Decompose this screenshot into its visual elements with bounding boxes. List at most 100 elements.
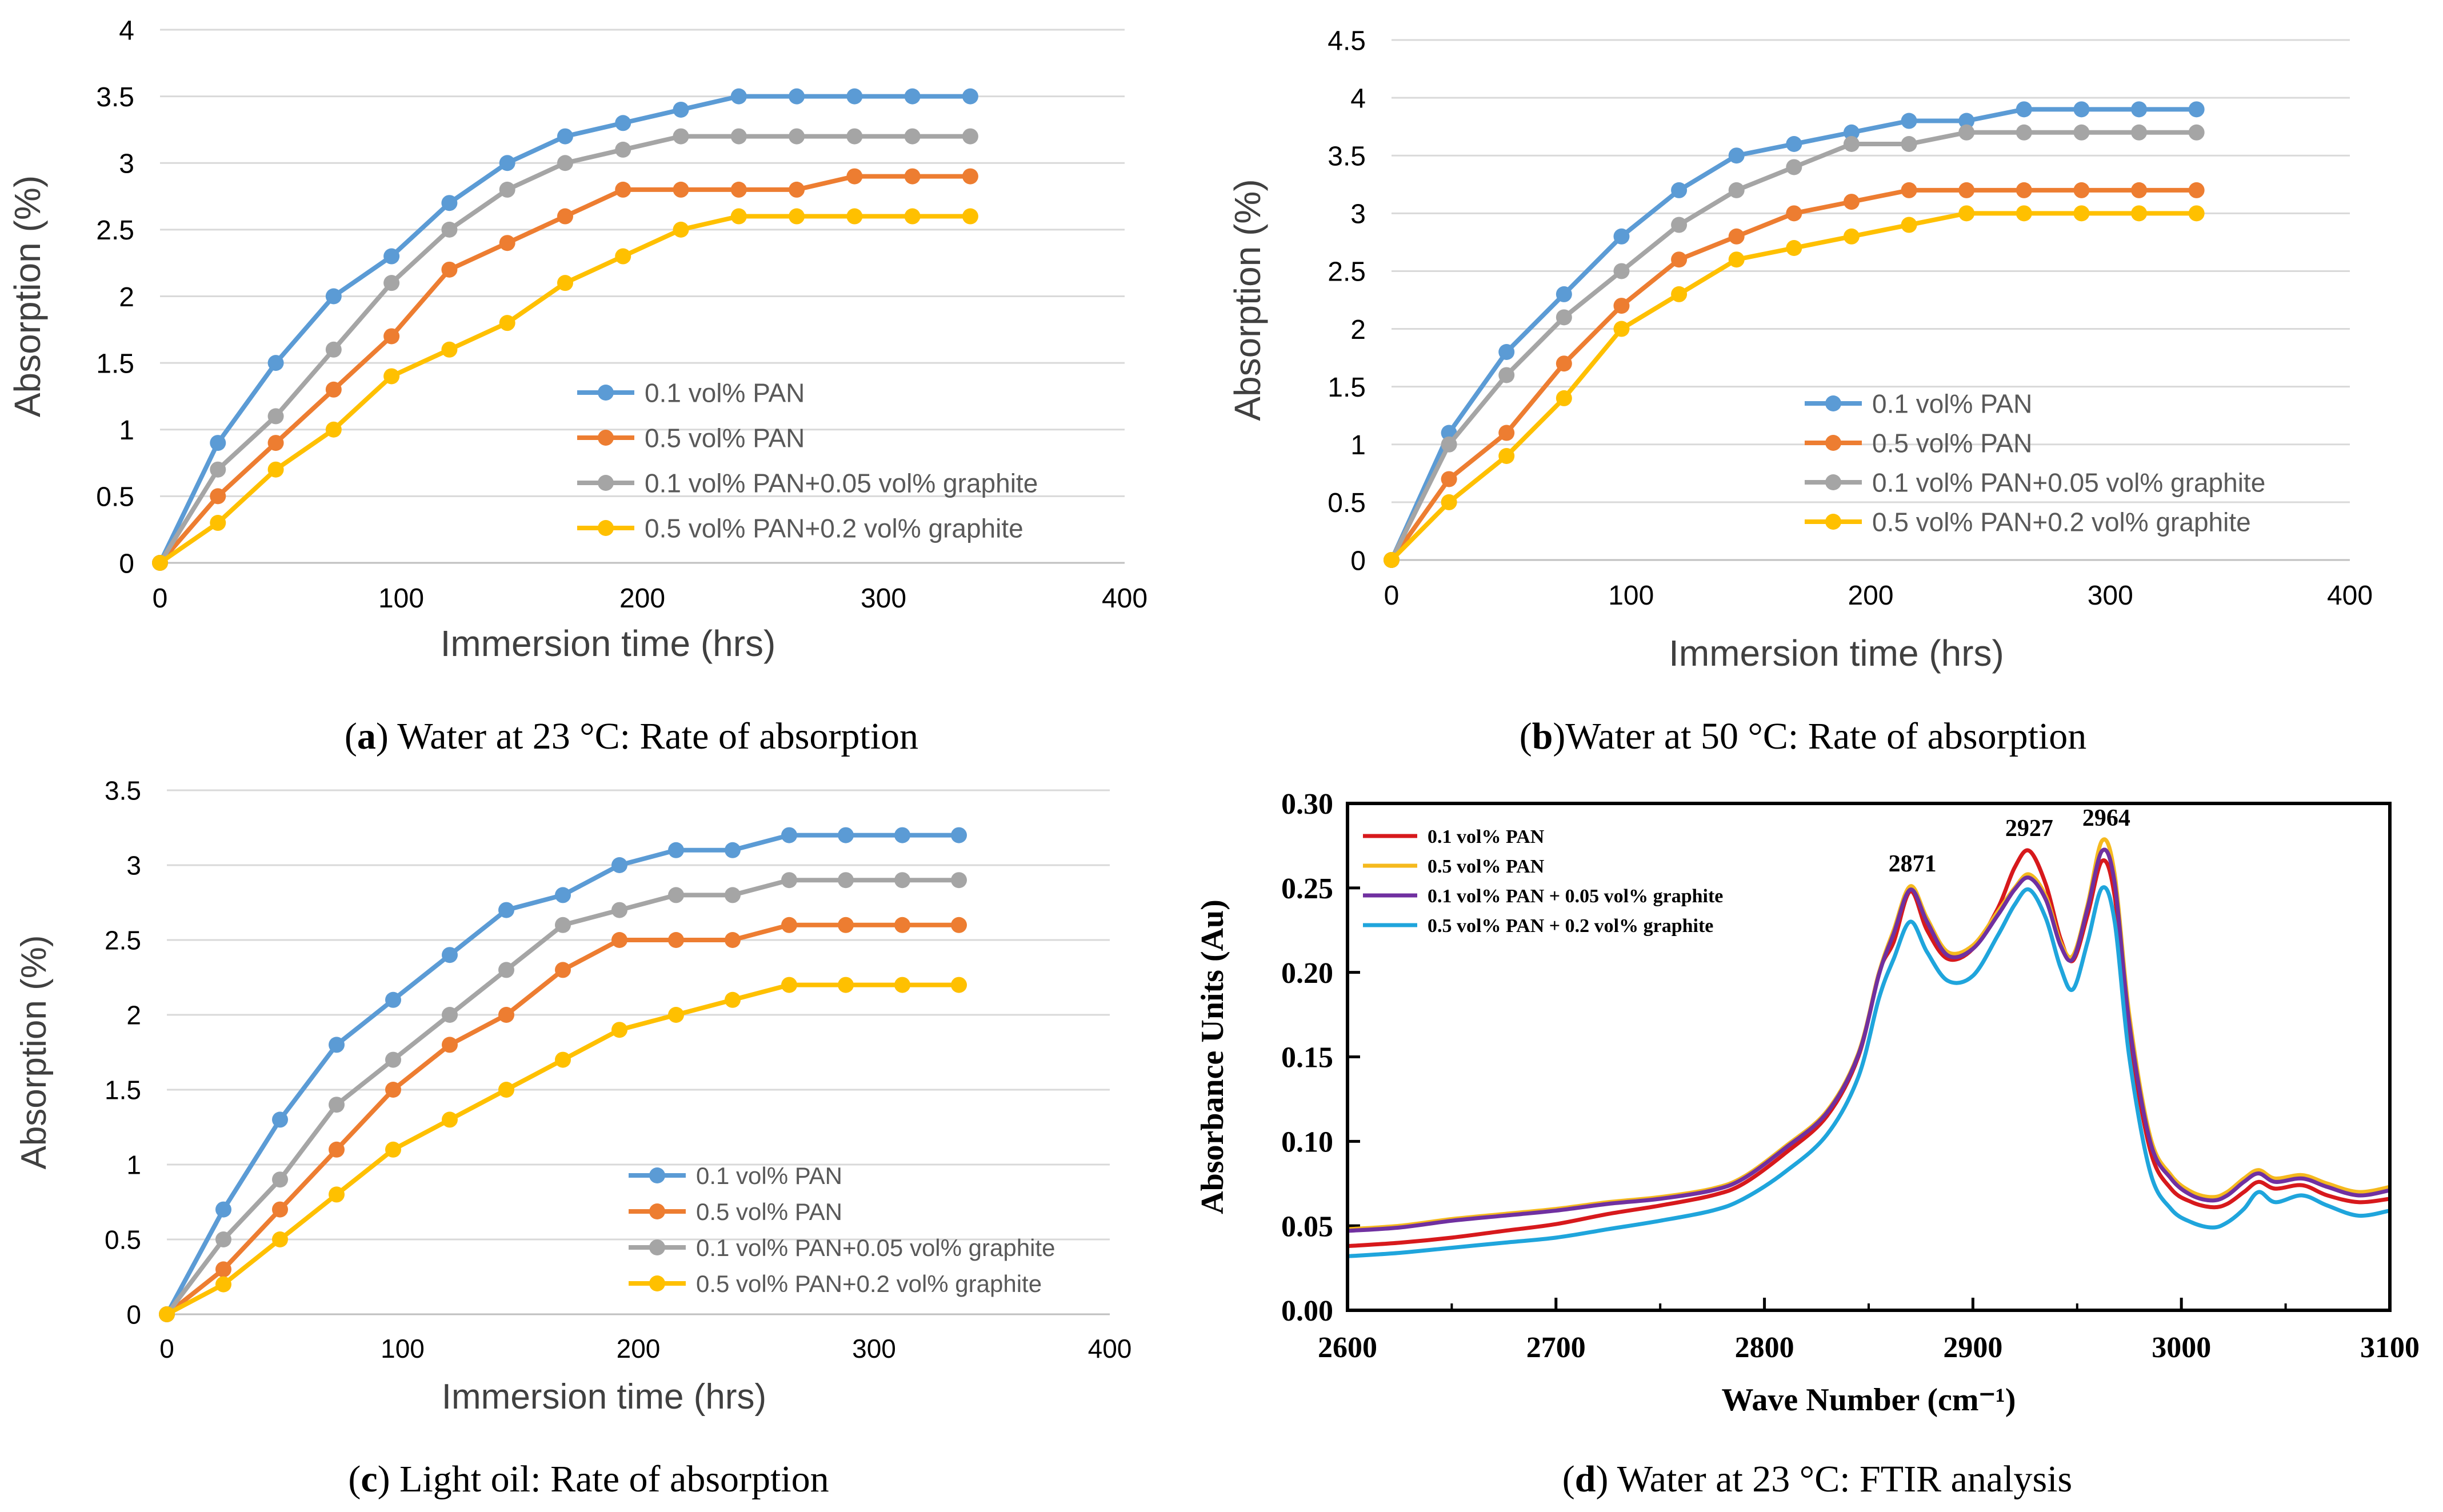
data-point bbox=[557, 275, 573, 291]
data-point bbox=[789, 88, 805, 105]
x-tick-label: 0 bbox=[153, 583, 168, 614]
y-tick-label: 0.00 bbox=[1281, 1295, 1333, 1327]
data-point bbox=[730, 128, 747, 145]
caption-d-text: Water at 23 °C: FTIR analysis bbox=[1608, 1458, 2072, 1500]
data-point bbox=[615, 181, 631, 198]
x-axis-label: Immersion time (hrs) bbox=[1669, 633, 2004, 674]
data-point bbox=[329, 1097, 345, 1113]
data-point bbox=[442, 1037, 458, 1053]
data-point bbox=[329, 1037, 345, 1053]
data-point bbox=[838, 917, 854, 933]
data-point bbox=[668, 887, 684, 903]
x-tick-label: 400 bbox=[2327, 581, 2373, 611]
x-tick-label: 400 bbox=[1102, 583, 1147, 614]
data-point bbox=[555, 962, 571, 978]
data-point bbox=[442, 947, 458, 963]
y-tick-label: 2 bbox=[1350, 315, 1366, 345]
y-tick-label: 1 bbox=[1350, 430, 1366, 461]
data-point bbox=[1498, 425, 1515, 441]
legend-label: 0.5 vol% PAN bbox=[1872, 429, 2032, 458]
peak-label: 2927 bbox=[2005, 815, 2053, 842]
y-tick-label: 2.5 bbox=[1328, 257, 1366, 287]
data-point bbox=[499, 155, 515, 171]
x-tick-label: 200 bbox=[617, 1334, 661, 1363]
data-point bbox=[2016, 101, 2032, 118]
legend-label: 0.5 vol% PAN+0.2 vol% graphite bbox=[645, 514, 1023, 543]
data-point bbox=[1556, 309, 1572, 326]
data-point bbox=[499, 181, 515, 198]
data-point bbox=[325, 421, 342, 438]
legend-label: 0.1 vol% PAN bbox=[1428, 826, 1545, 847]
data-point bbox=[152, 555, 168, 571]
x-tick-label: 200 bbox=[619, 583, 665, 614]
data-point bbox=[1671, 217, 1688, 233]
data-point bbox=[1441, 436, 1457, 453]
legend-label: 0.1 vol% PAN bbox=[696, 1162, 842, 1189]
data-point bbox=[725, 991, 741, 1008]
panel-c-chart: 0 0.5 1 1.5 2 2.5 3 3.5 0 100 200 300 400 Immersion t… bbox=[14, 776, 1131, 1417]
x-tick-label: 2600 bbox=[1318, 1331, 1377, 1364]
data-point bbox=[329, 1186, 345, 1203]
y-tick-label: 4.5 bbox=[1328, 26, 1366, 56]
y-tick-label: 1.5 bbox=[105, 1075, 141, 1105]
y-tick-label: 1.5 bbox=[96, 349, 134, 379]
data-point bbox=[730, 208, 747, 225]
y-tick-label: 0 bbox=[126, 1300, 141, 1330]
data-point bbox=[904, 168, 921, 185]
data-point bbox=[1613, 228, 1630, 245]
data-point bbox=[383, 328, 400, 345]
y-tick-label: 0.05 bbox=[1281, 1210, 1333, 1243]
data-point bbox=[951, 977, 967, 993]
peak-label: 2871 bbox=[1889, 851, 1937, 877]
data-point bbox=[1786, 205, 1802, 222]
data-point bbox=[555, 887, 571, 903]
data-point bbox=[2073, 124, 2090, 141]
data-point bbox=[951, 827, 967, 843]
data-point bbox=[611, 1022, 627, 1038]
data-point bbox=[611, 902, 627, 918]
panel-b-chart: 0 0.5 1 1.5 2 2.5 3 3.5 4 4.5 0 100 200 300 400 Immersi… bbox=[1227, 26, 2373, 674]
data-point bbox=[215, 1201, 231, 1218]
legend-marker bbox=[649, 1275, 665, 1291]
data-point bbox=[385, 1051, 401, 1068]
data-point bbox=[2073, 101, 2090, 118]
data-point bbox=[904, 208, 921, 225]
data-point bbox=[789, 181, 805, 198]
data-point bbox=[1671, 251, 1688, 268]
data-point bbox=[557, 208, 573, 225]
spectrum-line-3 bbox=[1347, 847, 2390, 1233]
legend-label: 0.5 vol% PAN bbox=[1428, 856, 1545, 877]
data-point bbox=[1843, 228, 1860, 245]
data-point bbox=[611, 932, 627, 948]
y-tick-label: 0.15 bbox=[1281, 1042, 1333, 1074]
x-tick-label: 2700 bbox=[1526, 1331, 1586, 1364]
legend-marker bbox=[1825, 514, 1841, 530]
data-point bbox=[555, 1051, 571, 1068]
data-point bbox=[1786, 159, 1802, 175]
data-point bbox=[1728, 251, 1745, 268]
y-axis-label: Absorption (%) bbox=[7, 175, 48, 417]
caption-a-text: Water at 23 °C: Rate of absorption bbox=[389, 715, 918, 757]
data-point bbox=[2016, 182, 2032, 198]
data-point bbox=[846, 208, 863, 225]
spectrum-line-4 bbox=[1347, 885, 2390, 1258]
data-point bbox=[1901, 136, 1917, 152]
data-point bbox=[442, 1007, 458, 1023]
data-point bbox=[962, 208, 978, 225]
legend-label: 0.5 vol% PAN bbox=[645, 423, 805, 453]
y-tick-label: 2.5 bbox=[105, 926, 141, 955]
data-point bbox=[272, 1111, 288, 1128]
caption-a-letter: a bbox=[357, 715, 376, 757]
data-point bbox=[781, 917, 797, 933]
x-tick-label: 2900 bbox=[1943, 1331, 2002, 1364]
data-point bbox=[668, 842, 684, 858]
y-tick-label: 2 bbox=[119, 282, 134, 313]
data-point bbox=[611, 857, 627, 873]
caption-c: (c) Light oil: Rate of absorption bbox=[348, 1458, 829, 1500]
data-point bbox=[2073, 182, 2090, 198]
data-point bbox=[1556, 355, 1572, 372]
y-tick-label: 0 bbox=[1350, 546, 1366, 576]
series-line-3 bbox=[158, 134, 970, 565]
y-axis-label: Absorption (%) bbox=[1227, 179, 1268, 421]
data-point bbox=[781, 827, 797, 843]
